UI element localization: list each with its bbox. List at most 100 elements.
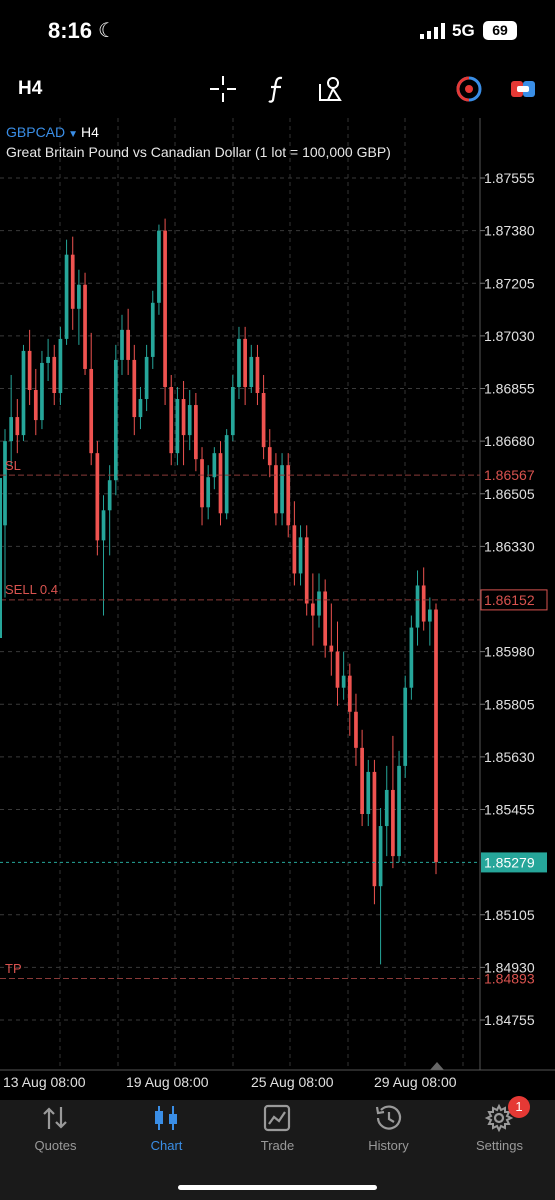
- candle-body: [274, 465, 278, 514]
- symbol-description: Great Britain Pound vs Canadian Dollar (…: [6, 144, 391, 160]
- candle-body: [255, 356, 260, 394]
- candle-body: [218, 453, 223, 514]
- symbol-header[interactable]: GBPCAD ▼ H4: [6, 124, 99, 140]
- candle-body: [311, 603, 315, 616]
- candle-body: [169, 386, 174, 454]
- candlestick-chart-svg[interactable]: 1.87555 1.87380 1.87205 1.87030 1.86855 1.866…: [0, 118, 555, 1100]
- candle-body: [194, 405, 198, 460]
- candle-body: [132, 359, 137, 418]
- y-tick-label: 1.87555: [484, 170, 535, 186]
- candle-body: [157, 230, 161, 303]
- indicators-icon[interactable]: [262, 74, 292, 104]
- candle-body: [421, 585, 426, 622]
- candle-body: [113, 359, 118, 481]
- crosshair-icon[interactable]: [208, 74, 238, 104]
- sell-line-label: SELL 0.4: [5, 582, 59, 597]
- sell-price-tag: 1.86152: [484, 592, 535, 608]
- candle-body: [304, 537, 309, 604]
- tab-history[interactable]: History: [333, 1100, 444, 1170]
- candle-body: [163, 230, 167, 387]
- candle-body: [249, 356, 254, 387]
- candle-body: [366, 771, 371, 815]
- one-click-trading-icon[interactable]: [454, 74, 484, 104]
- candle-body: [230, 386, 235, 436]
- y-tick-label: 1.86330: [484, 538, 535, 554]
- candle-body: [89, 368, 94, 454]
- candle-body: [329, 645, 334, 652]
- history-icon: [375, 1105, 402, 1130]
- candle-body: [181, 399, 186, 436]
- candle-body: [286, 465, 291, 526]
- candle-body: [237, 338, 241, 387]
- tab-label: Trade: [260, 1138, 295, 1153]
- candle-body: [95, 453, 100, 541]
- candle-body: [409, 627, 414, 688]
- candle-body: [150, 302, 155, 357]
- candle-body: [40, 362, 44, 421]
- candle-body: [354, 711, 358, 748]
- candle-body: [46, 356, 50, 363]
- candle-body: [243, 338, 247, 387]
- y-tick-label: 1.84755: [484, 1012, 535, 1028]
- tab-chart[interactable]: Chart: [111, 1100, 222, 1170]
- candle-body: [292, 525, 297, 574]
- y-tick-label: 1.84930: [484, 959, 535, 975]
- chart-candles-icon: [155, 1106, 177, 1130]
- bid-price-tag: 1.85279: [484, 854, 535, 870]
- chart-timeframe: H4: [81, 124, 99, 140]
- tab-label: Quotes: [34, 1138, 77, 1153]
- price-chart[interactable]: 1.87555 1.87380 1.87205 1.87030 1.86855 1.866…: [0, 118, 555, 1100]
- candle-body: [298, 537, 303, 574]
- y-tick-label: 1.85105: [484, 907, 535, 923]
- symbol-name[interactable]: GBPCAD: [6, 124, 66, 140]
- y-tick-label: 1.87205: [484, 275, 535, 291]
- candle-body: [280, 465, 284, 514]
- sl-price-tag: 1.86567: [484, 467, 535, 483]
- candle-body: [341, 675, 346, 688]
- candle-body: [347, 675, 352, 712]
- tab-settings[interactable]: Settings: [444, 1100, 555, 1170]
- tp-price-tag: 1.84893: [484, 971, 535, 987]
- candle-body: [175, 399, 180, 454]
- y-tick-label: 1.85630: [484, 749, 535, 765]
- chart-shift-marker: [430, 1062, 444, 1070]
- candle-body: [3, 441, 7, 526]
- new-order-icon[interactable]: [508, 74, 538, 104]
- bid-price-box: [481, 852, 547, 873]
- candle-body: [323, 591, 328, 646]
- bottom-tab-bar: Quotes Chart Trade History Settings: [0, 1100, 555, 1200]
- home-indicator: [178, 1185, 377, 1190]
- candle-body: [101, 510, 106, 541]
- symbol-dropdown-icon[interactable]: ▼: [68, 129, 79, 140]
- candle-body: [21, 350, 26, 436]
- candle-body: [27, 350, 32, 391]
- timeframe-button[interactable]: H4: [18, 78, 43, 99]
- candle-body: [15, 417, 20, 436]
- candle-body: [224, 435, 229, 514]
- tab-label: History: [368, 1138, 409, 1153]
- x-tick-label: 25 Aug 08:00: [251, 1074, 334, 1090]
- candle-body: [378, 826, 383, 887]
- quotes-icon: [43, 1107, 67, 1129]
- y-tick-label: 1.85805: [484, 696, 535, 712]
- candle-body: [138, 399, 143, 418]
- candle-body: [415, 585, 420, 628]
- candle-body: [107, 480, 112, 511]
- candle-body: [9, 417, 14, 442]
- tab-quotes[interactable]: Quotes: [0, 1100, 111, 1170]
- candle-body: [187, 405, 192, 436]
- y-tick-label: 1.86505: [484, 486, 535, 502]
- candle-body: [52, 356, 57, 394]
- candle-body: [77, 284, 81, 309]
- candle-body: [58, 338, 63, 394]
- x-tick-label: 13 Aug 08:00: [3, 1074, 86, 1090]
- tab-trade[interactable]: Trade: [222, 1100, 333, 1170]
- candle-body: [317, 591, 321, 616]
- y-tick-label: 1.85980: [484, 644, 535, 660]
- objects-icon[interactable]: [316, 74, 346, 104]
- y-tick-label: 1.87380: [484, 223, 535, 239]
- tp-line-label: TP: [5, 961, 22, 976]
- candle-body: [391, 789, 395, 857]
- candle-body: [267, 447, 272, 466]
- candle-body: [372, 771, 377, 887]
